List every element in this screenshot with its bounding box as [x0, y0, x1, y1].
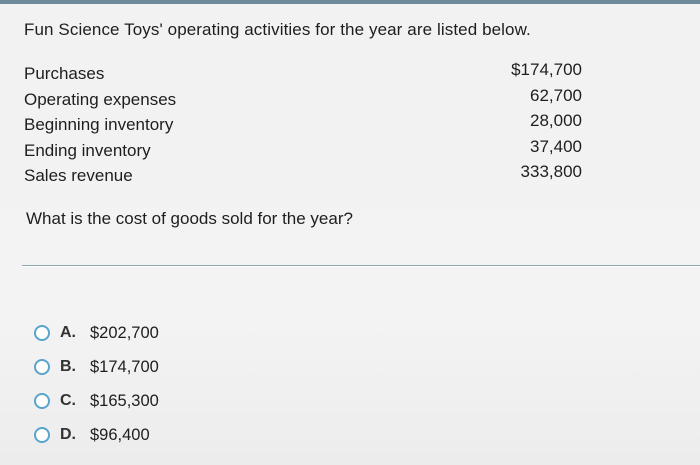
option-value[interactable]: $202,700 — [90, 324, 159, 342]
option-letter: D. — [60, 426, 76, 443]
table-row: Beginning inventory 28,000 — [24, 111, 590, 141]
radio-button-icon[interactable] — [34, 359, 50, 375]
operating-activities-table: Purchases $174,700 Operating expenses 62… — [24, 60, 590, 192]
radio-button-icon[interactable] — [34, 393, 50, 409]
option-value[interactable]: $96,400 — [90, 426, 150, 444]
row-label-purchases: Purchases — [24, 64, 105, 83]
radio-button-icon[interactable] — [34, 427, 50, 443]
option-value[interactable]: $165,300 — [90, 392, 159, 410]
row-value-ending-inventory: 37,400 — [530, 136, 582, 156]
question-intro: Fun Science Toys' operating activities f… — [24, 20, 531, 39]
radio-button-icon[interactable] — [34, 325, 50, 341]
row-value-operating-expenses: 62,700 — [530, 85, 582, 105]
row-value-purchases: $174,700 — [511, 60, 582, 79]
top-border-strip — [0, 0, 700, 4]
row-value-sales-revenue: 333,800 — [520, 162, 582, 181]
question-prompt: What is the cost of goods sold for the y… — [26, 209, 353, 228]
table-row: Operating expenses 62,700 — [24, 86, 590, 116]
row-label-operating-expenses: Operating expenses — [24, 89, 177, 109]
answer-options: A. $202,700 B. $174,700 C. $165,300 D. $… — [34, 322, 159, 458]
option-letter: A. — [60, 324, 76, 341]
row-label-ending-inventory: Ending inventory — [24, 140, 151, 160]
row-value-beginning-inventory: 28,000 — [530, 111, 582, 130]
option-value[interactable]: $174,700 — [90, 358, 159, 376]
section-divider — [22, 265, 700, 266]
table-row: Sales revenue 333,800 — [24, 162, 590, 192]
option-letter: B. — [60, 358, 76, 375]
answer-option-a[interactable]: A. $202,700 — [34, 322, 159, 356]
table-row: Purchases $174,700 — [24, 60, 590, 90]
answer-option-c[interactable]: C. $165,300 — [34, 390, 159, 424]
option-letter: C. — [60, 392, 76, 409]
row-label-sales-revenue: Sales revenue — [24, 166, 133, 185]
answer-option-d[interactable]: D. $96,400 — [34, 424, 159, 458]
row-label-beginning-inventory: Beginning inventory — [24, 115, 174, 134]
table-row: Ending inventory 37,400 — [24, 137, 590, 167]
answer-option-b[interactable]: B. $174,700 — [34, 356, 159, 390]
